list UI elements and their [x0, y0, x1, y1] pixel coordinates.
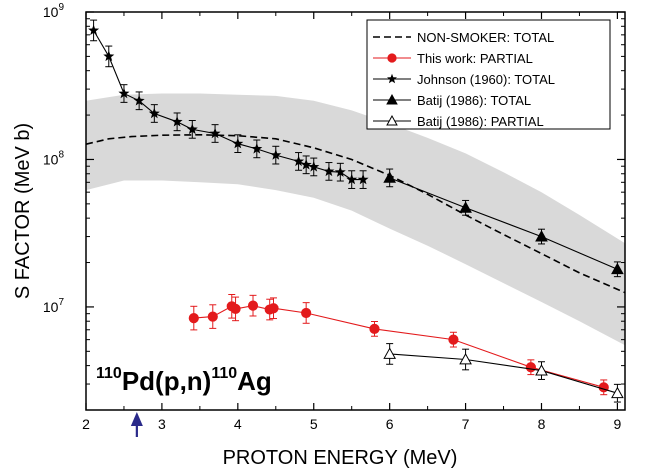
- series-line-4: [389, 353, 618, 394]
- data-point: [459, 352, 472, 365]
- data-point: [346, 173, 358, 185]
- data-point: [133, 95, 145, 106]
- data-point: [232, 137, 244, 149]
- legend-entry-2: Johnson (1960): TOTAL: [373, 72, 555, 87]
- series-4: [383, 343, 624, 403]
- legend-label: Batij (1986): TOTAL: [417, 93, 531, 108]
- data-point: [230, 303, 241, 314]
- uncertainty-band: [86, 93, 625, 346]
- legend-marker: [387, 73, 397, 84]
- series-line-0: [85, 133, 626, 294]
- legend-marker: [386, 94, 398, 105]
- reaction-pd: Pd(p,n): [122, 366, 212, 396]
- uncertainty-band-layer: [86, 93, 625, 346]
- y-tick-base: 10: [43, 151, 59, 167]
- data-point: [293, 155, 305, 167]
- arrow-head: [130, 412, 143, 426]
- y-tick-base: 10: [43, 4, 59, 20]
- y-tick-exponent: 9: [58, 2, 64, 13]
- data-point: [448, 334, 459, 345]
- y-axis-title: S FACTOR (MeV b): [12, 123, 34, 299]
- data-point: [148, 107, 160, 119]
- legend-label: Batij (1986): PARTIAL: [417, 114, 544, 129]
- series-line-3: [389, 177, 618, 270]
- data-point: [103, 50, 115, 62]
- reaction-annotation: 110Pd(p,n)110Ag: [96, 365, 272, 396]
- legend-box: [366, 19, 611, 130]
- legend-label: Johnson (1960): TOTAL: [417, 72, 555, 87]
- data-point: [118, 87, 130, 99]
- data-point: [209, 127, 221, 139]
- legend-marker: [386, 115, 398, 126]
- legend-label: NON-SMOKER: TOTAL: [417, 30, 554, 45]
- data-point: [334, 166, 346, 177]
- reaction-ag: Ag: [237, 366, 272, 396]
- series-layer: [85, 19, 626, 403]
- data-point: [251, 143, 263, 154]
- data-point: [323, 165, 335, 177]
- y-tick-label: 109: [43, 2, 65, 20]
- reaction-mass-1: 110: [96, 365, 122, 382]
- x-tick-label: 6: [386, 416, 394, 432]
- data-point: [383, 347, 397, 359]
- data-point: [525, 362, 536, 373]
- y-tick-label: 107: [43, 297, 65, 315]
- y-tick-base: 10: [43, 299, 59, 315]
- data-point: [247, 300, 259, 311]
- data-point: [535, 230, 548, 242]
- legend-entry-3: Batij (1986): TOTAL: [373, 93, 531, 108]
- legend-entry-1: This work: PARTIAL: [373, 51, 533, 66]
- series-3: [383, 168, 624, 278]
- data-point: [300, 159, 312, 170]
- x-tick-label: 8: [538, 416, 546, 432]
- x-tick-label: 2: [82, 416, 90, 432]
- x-tick-label: 9: [614, 416, 622, 432]
- energy-arrow-marker: [130, 412, 143, 437]
- x-tick-label: 4: [234, 416, 242, 432]
- data-point: [535, 364, 548, 376]
- x-axis-title: PROTON ENERGY (MeV): [223, 447, 458, 469]
- y-tick-label: 108: [43, 149, 65, 167]
- x-tick-label: 7: [462, 416, 470, 432]
- x-tick-label: 3: [158, 416, 166, 432]
- reaction-mass-2: 110: [211, 365, 237, 382]
- data-point: [207, 311, 218, 322]
- data-point: [88, 24, 100, 36]
- data-point: [186, 123, 198, 135]
- legend-entry-0: NON-SMOKER: TOTAL: [373, 30, 554, 45]
- data-point: [383, 171, 397, 183]
- x-tick-label: 5: [310, 416, 318, 432]
- legend-entry-4: Batij (1986): PARTIAL: [373, 114, 544, 129]
- series-2: [88, 19, 369, 189]
- data-point: [188, 312, 199, 324]
- data-point: [270, 149, 282, 160]
- data-point: [459, 201, 472, 213]
- legend: NON-SMOKER: TOTAL This work: PARTIAL Johns…: [366, 19, 611, 130]
- data-point: [268, 303, 279, 314]
- plot-frame: [85, 11, 626, 411]
- data-point: [369, 323, 380, 334]
- data-point: [308, 161, 320, 172]
- data-point: [301, 307, 312, 319]
- y-tick-exponent: 7: [58, 297, 64, 308]
- series-1: [188, 293, 609, 396]
- data-point: [171, 116, 183, 127]
- data-point: [357, 173, 369, 185]
- data-point: [611, 262, 624, 275]
- legend-marker: [387, 53, 397, 63]
- series-0: [85, 133, 626, 294]
- data-point: [611, 386, 624, 399]
- y-tick-exponent: 8: [58, 149, 64, 160]
- legend-label: This work: PARTIAL: [417, 51, 533, 66]
